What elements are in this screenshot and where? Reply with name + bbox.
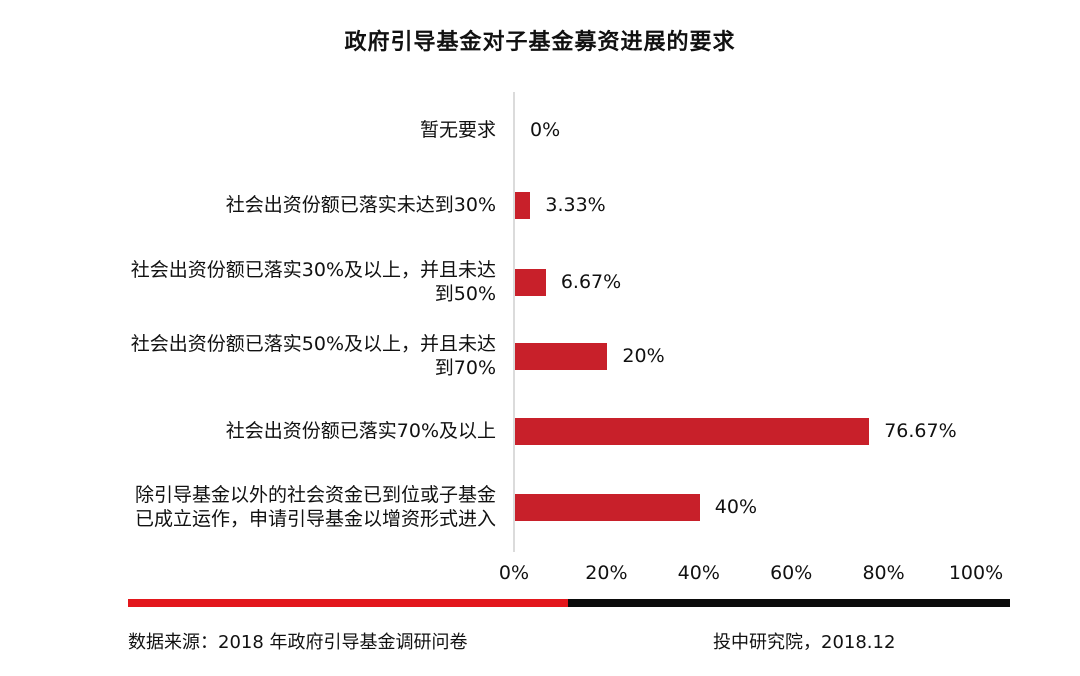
footer-rule-black xyxy=(568,599,1010,607)
bar xyxy=(515,268,546,296)
chart-title: 政府引导基金对子基金募资进展的要求 xyxy=(344,30,736,55)
x-tick-label: 60% xyxy=(770,562,813,584)
category-label-line: 社会出资份额已落实未达到30% xyxy=(225,194,496,216)
value-label: 40% xyxy=(714,496,758,518)
bar xyxy=(515,493,700,521)
x-tick-label: 80% xyxy=(862,562,905,584)
x-tick-label: 100% xyxy=(948,562,1004,584)
x-tick-label: 40% xyxy=(677,562,720,584)
value-label: 6.67% xyxy=(560,271,622,293)
x-tick-label: 20% xyxy=(585,562,628,584)
source-note: 数据来源：2018 年政府引导基金调研问卷 xyxy=(128,632,468,653)
category-label-line: 除引导基金以外的社会资金已到位或子基金 xyxy=(134,484,496,506)
category-label-line: 社会出资份额已落实50%及以上，并且未达 xyxy=(130,333,496,355)
value-label: 20% xyxy=(622,345,665,367)
category-label-line: 已成立运作，申请引导基金以增资形式进入 xyxy=(134,508,496,530)
credit-note: 投中研究院，2018.12 xyxy=(713,632,896,653)
category-label-line: 暂无要求 xyxy=(419,119,496,141)
value-label: 76.67% xyxy=(884,420,957,442)
value-label: 3.33% xyxy=(545,194,606,216)
category-label-line: 到50% xyxy=(434,283,496,305)
category-label-line: 社会出资份额已落实70%及以上 xyxy=(225,420,496,442)
category-label-line: 社会出资份额已落实30%及以上，并且未达 xyxy=(130,259,496,281)
category-label: 社会出资份额已落实30%及以上，并且未达 到50% xyxy=(40,258,496,306)
footer-rule-red xyxy=(128,599,568,607)
category-label: 除引导基金以外的社会资金已到位或子基金 已成立运作，申请引导基金以增资形式进入 xyxy=(40,483,496,531)
bar xyxy=(515,342,608,370)
x-tick-label: 0% xyxy=(498,562,530,584)
bar xyxy=(515,191,531,219)
value-label: 0% xyxy=(530,119,561,141)
bar xyxy=(515,417,870,445)
category-label: 社会出资份额已落实50%及以上，并且未达 到70% xyxy=(40,332,496,380)
category-label: 社会出资份额已落实未达到30% xyxy=(40,193,496,217)
category-label: 社会出资份额已落实70%及以上 xyxy=(40,419,496,443)
category-label: 暂无要求 xyxy=(40,118,496,142)
category-label-line: 到70% xyxy=(434,357,496,379)
